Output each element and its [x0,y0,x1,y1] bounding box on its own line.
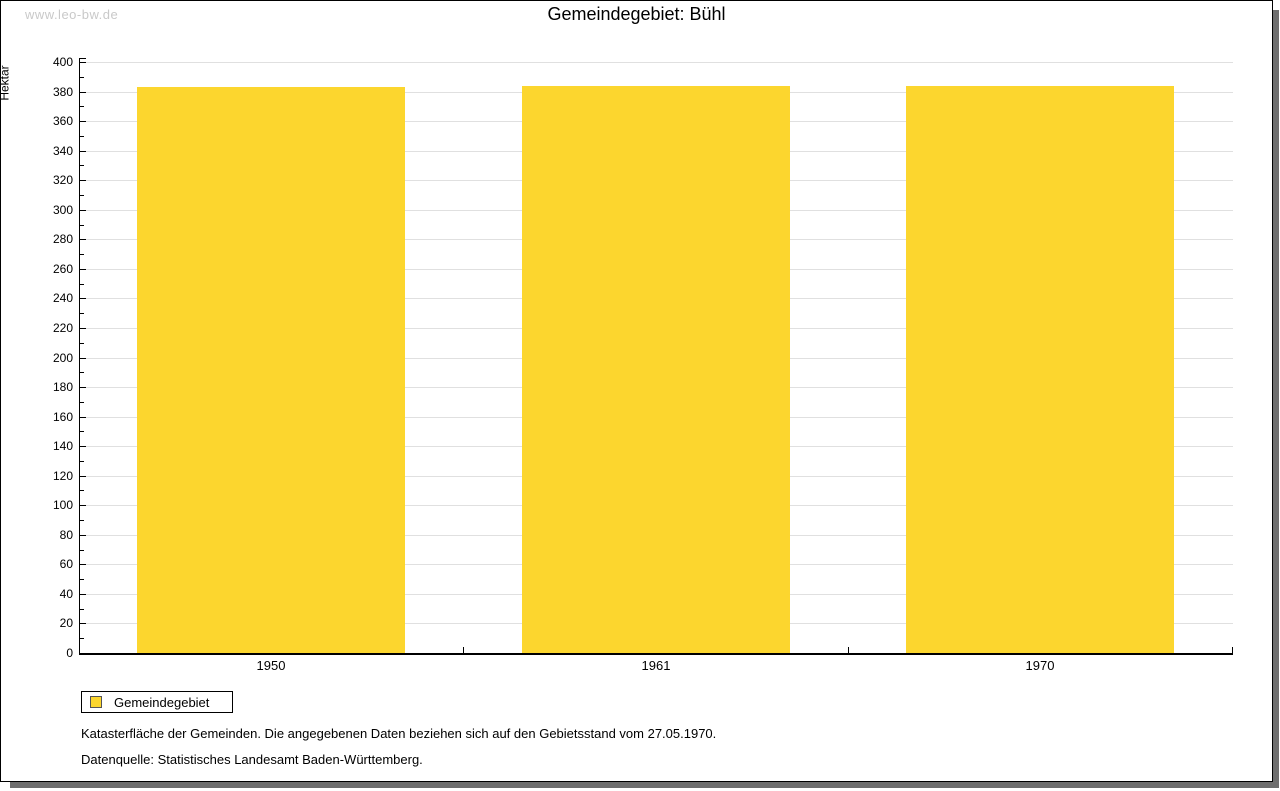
y-major-tick [80,62,86,63]
y-tick-label: 320 [52,173,73,187]
y-major-tick [80,387,86,388]
footnote-source-note: Katasterfläche der Gemeinden. Die angege… [81,726,717,741]
y-minor-tick [80,313,84,314]
y-minor-tick [80,579,84,580]
y-minor-tick [80,550,84,551]
y-tick-label: 300 [52,203,73,217]
y-major-tick [80,594,86,595]
y-minor-tick [80,638,84,639]
y-minor-tick [80,225,84,226]
y-major-tick [80,210,86,211]
x-axis-line [79,653,1233,655]
y-major-tick [80,446,86,447]
y-tick-label: 260 [52,262,73,276]
y-major-tick [80,505,86,506]
y-tick-label: 340 [52,144,73,158]
legend: Gemeindegebiet [81,691,233,713]
y-major-tick [80,358,86,359]
y-axis-end-tick [80,58,86,59]
y-minor-tick [80,372,84,373]
y-tick-label: 280 [52,232,73,246]
y-tick-label: 380 [52,85,73,99]
legend-label: Gemeindegebiet [114,694,210,710]
y-minor-tick [80,431,84,432]
y-tick-label: 120 [52,469,73,483]
y-major-tick [80,151,86,152]
y-tick-label: 240 [52,291,73,305]
y-tick-label: 160 [52,410,73,424]
y-major-tick [80,476,86,477]
chart-title: Gemeindegebiet: Bühl [547,4,726,24]
y-minor-tick [80,284,84,285]
y-major-tick [80,535,86,536]
gridline [80,62,1233,63]
y-minor-tick [80,254,84,255]
bar-chart: 0 20 40 60 80 100 120 140 160 180 200 220 240 260 280 3… [1,1,1272,781]
watermark: www.leo-bw.de [25,7,119,22]
y-tick-label: 20 [59,616,73,630]
y-major-tick [80,298,86,299]
y-minor-tick [80,106,84,107]
legend-swatch-icon [90,696,102,708]
y-minor-tick [80,520,84,521]
y-major-tick [80,564,86,565]
y-major-tick [80,328,86,329]
y-tick-label: 80 [59,528,73,542]
bar [137,87,405,653]
y-major-tick [80,417,86,418]
y-minor-tick [80,461,84,462]
bar [522,86,790,653]
x-category-label: 1961 [641,658,671,673]
x-boundary-tick [463,647,464,653]
y-tick-label: 220 [52,321,73,335]
y-tick-label: 180 [52,380,73,394]
y-major-tick [80,180,86,181]
y-tick-label: 400 [52,55,73,69]
y-tick-label: 40 [59,587,73,601]
y-minor-tick [80,77,84,78]
y-minor-tick [80,490,84,491]
y-minor-tick [80,402,84,403]
y-major-tick [80,92,86,93]
y-minor-tick [80,165,84,166]
x-category-label: 1970 [1025,658,1055,673]
x-category-label: 1950 [256,658,286,673]
y-major-tick [80,269,86,270]
y-major-tick [80,121,86,122]
y-tick-label: 0 [66,646,73,660]
bar [906,86,1174,653]
y-tick-label: 100 [52,498,73,512]
x-axis-end-tick [1232,647,1233,653]
y-minor-tick [80,195,84,196]
y-minor-tick [80,136,84,137]
y-axis-line [79,58,80,655]
y-major-tick [80,623,86,624]
x-boundary-tick [848,647,849,653]
y-tick-label: 140 [52,439,73,453]
y-tick-label: 360 [52,114,73,128]
y-tick-label: 200 [52,351,73,365]
footnote-data-source: Datenquelle: Statistisches Landesamt Bad… [81,752,423,767]
y-minor-tick [80,343,84,344]
y-tick-label: 60 [59,557,73,571]
y-major-tick [80,239,86,240]
y-minor-tick [80,609,84,610]
